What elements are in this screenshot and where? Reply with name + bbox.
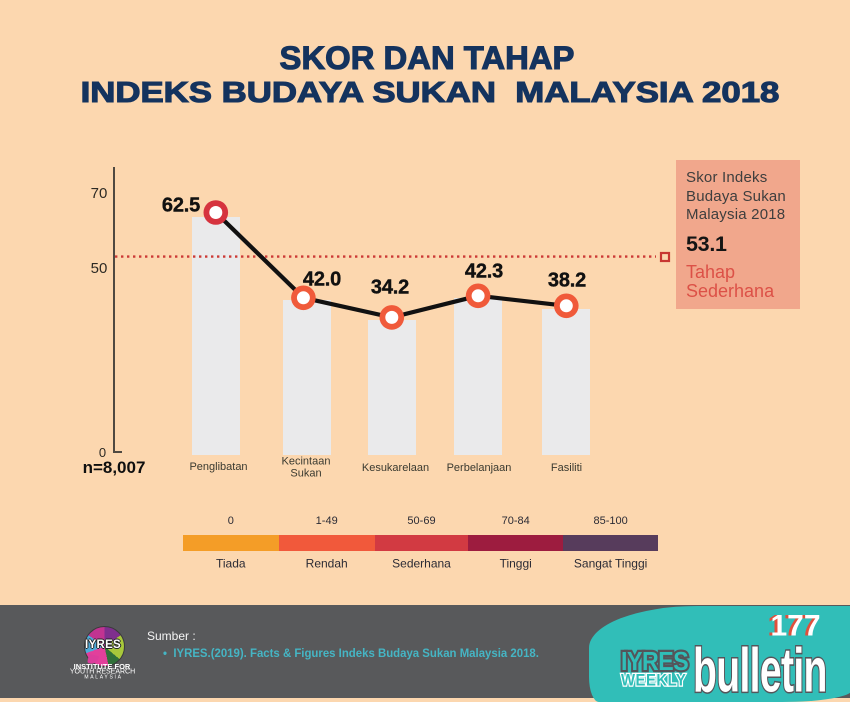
svg-text:bulletin: bulletin [693, 635, 827, 698]
svg-text:IYRES: IYRES [621, 648, 688, 677]
svg-text:WEEKLY: WEEKLY [621, 672, 686, 690]
